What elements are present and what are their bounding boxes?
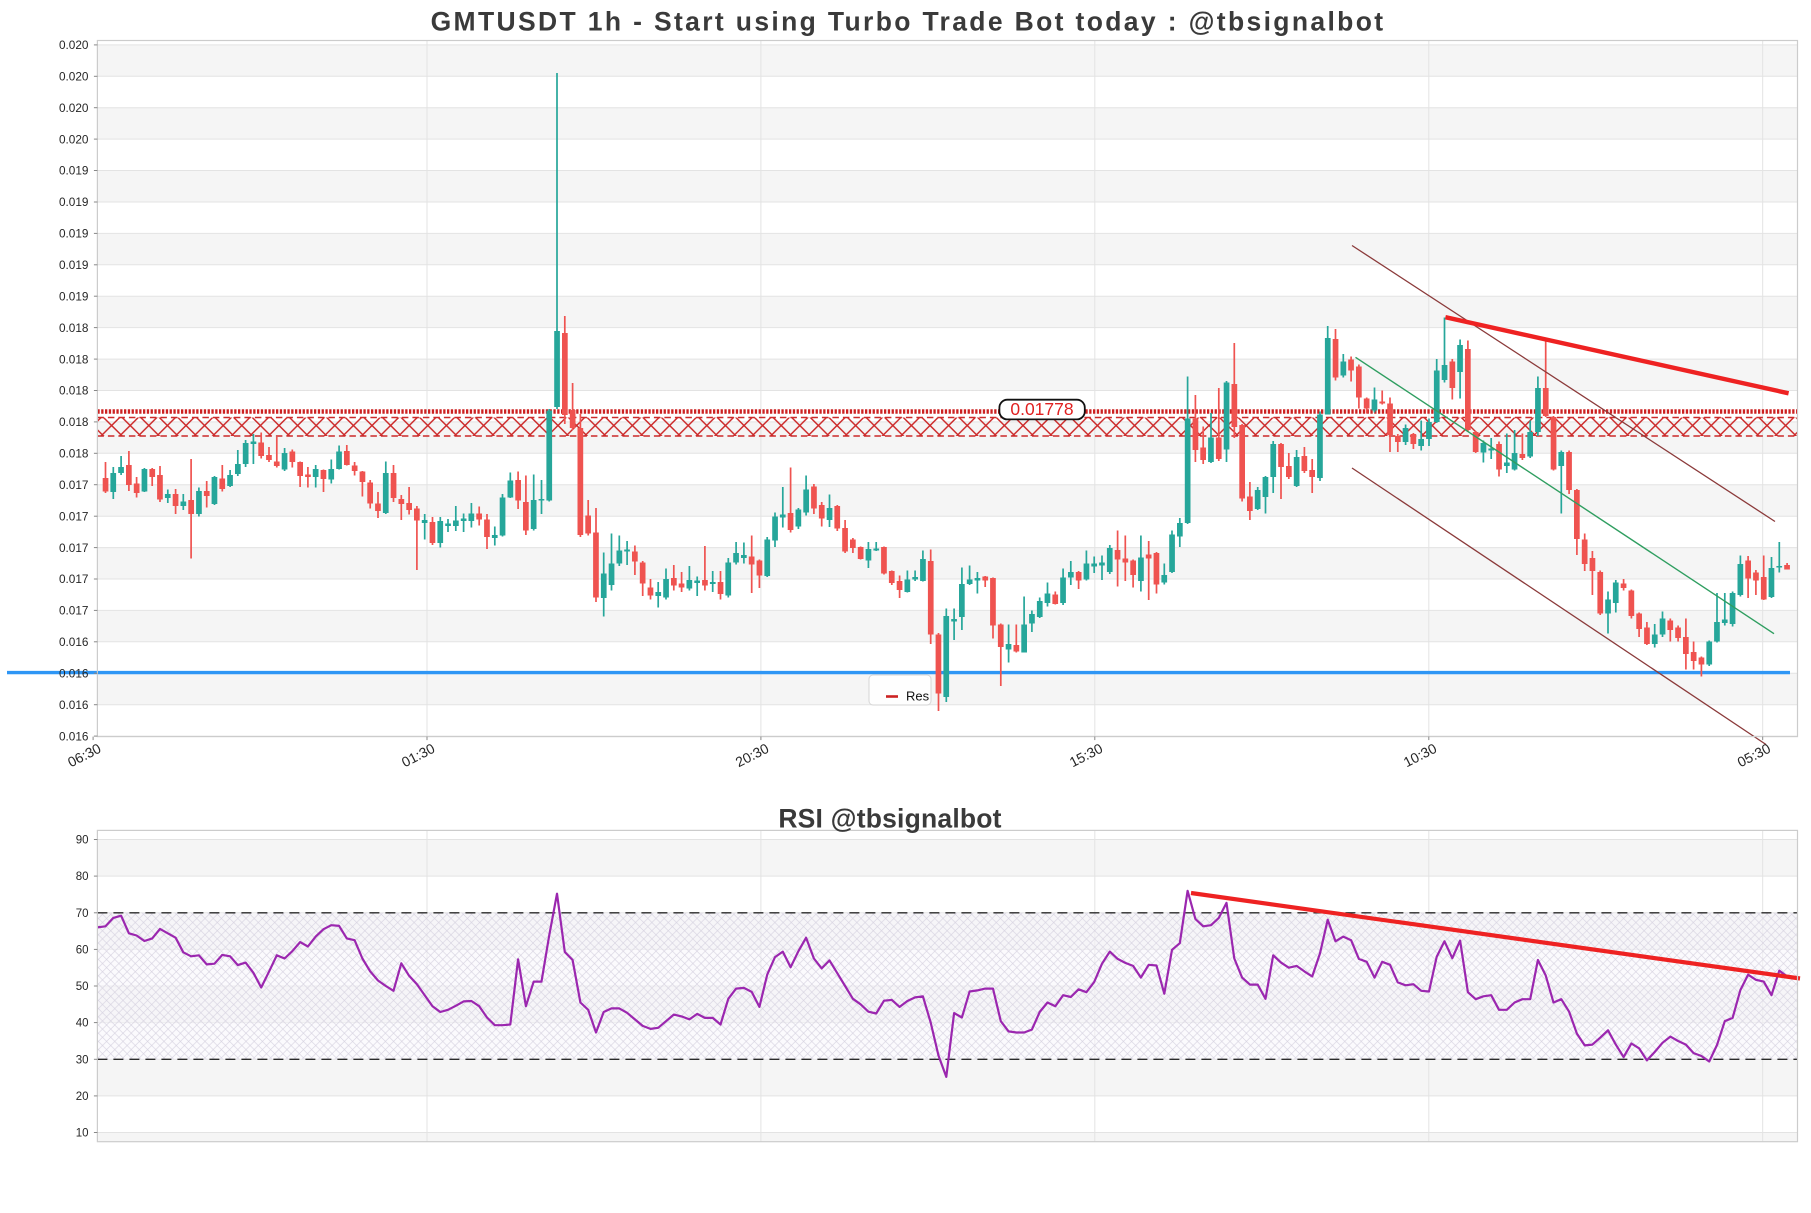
svg-text:0.018: 0.018 [59,321,89,335]
svg-text:0.019: 0.019 [59,289,89,303]
svg-text:GMTUSDT 1h - Start using Turbo: GMTUSDT 1h - Start using Turbo Trade Bot… [431,7,1386,37]
svg-text:30: 30 [76,1054,89,1066]
svg-text:0.019: 0.019 [59,258,89,272]
svg-text:60: 60 [76,944,89,956]
svg-text:40: 40 [76,1018,89,1030]
svg-text:70: 70 [76,908,89,920]
svg-text:0.017: 0.017 [59,541,89,555]
svg-text:0.016: 0.016 [59,698,89,712]
svg-text:0.018: 0.018 [59,415,89,429]
svg-text:0.018: 0.018 [59,352,89,366]
svg-text:50: 50 [76,981,89,993]
svg-text:0.020: 0.020 [59,38,89,52]
svg-text:RSI @tbsignalbot: RSI @tbsignalbot [778,803,1001,833]
svg-text:0.019: 0.019 [59,195,89,209]
svg-text:0.020: 0.020 [59,101,89,115]
svg-text:0.017: 0.017 [59,509,89,523]
svg-text:0.018: 0.018 [59,384,89,398]
svg-text:10: 10 [76,1128,89,1140]
svg-text:0.017: 0.017 [59,604,89,618]
svg-text:0.016: 0.016 [59,635,89,649]
svg-text:90: 90 [76,835,89,847]
svg-text:0.01778: 0.01778 [1010,399,1073,419]
svg-text:20: 20 [76,1091,89,1103]
svg-text:0.018: 0.018 [59,447,89,461]
svg-text:0.019: 0.019 [59,164,89,178]
svg-text:80: 80 [76,871,89,883]
svg-text:0.020: 0.020 [59,70,89,84]
svg-text:0.017: 0.017 [59,478,89,492]
svg-text:0.020: 0.020 [59,132,89,146]
svg-text:0.016: 0.016 [59,667,89,681]
svg-text:Res: Res [906,689,930,704]
svg-text:0.016: 0.016 [59,729,89,743]
svg-text:0.017: 0.017 [59,572,89,586]
svg-text:0.019: 0.019 [59,227,89,241]
